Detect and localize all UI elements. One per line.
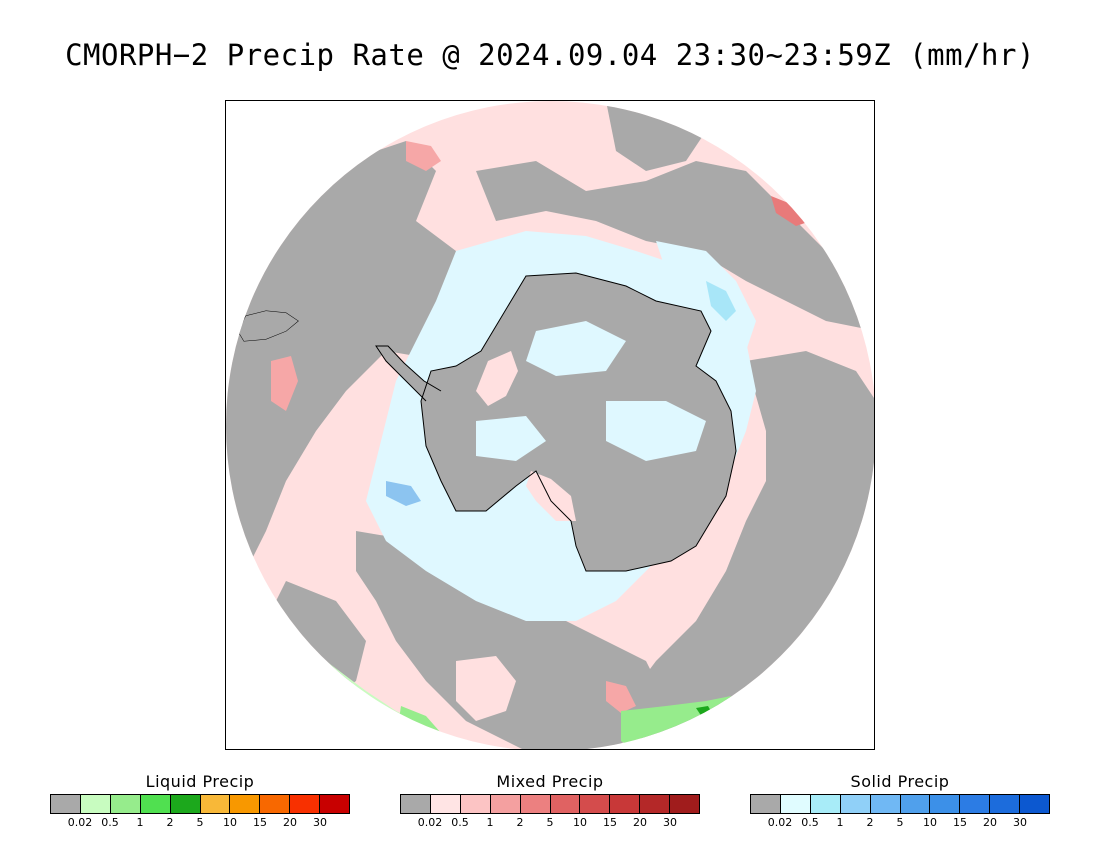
legend-color-bar	[400, 794, 700, 814]
legend-tick-label: 0.02	[417, 816, 443, 829]
map-frame	[225, 100, 875, 750]
polar-map	[226, 101, 874, 749]
legend-mixed-precip: Mixed Precip 0.02 0.5 1 2 5 10 15 20 30	[400, 772, 700, 830]
map-disk	[226, 101, 874, 749]
legend-ticks: 0.02 0.5 1 2 5 10 15 20 30	[750, 814, 1050, 830]
solid-precip-continent-streak-3	[476, 416, 546, 461]
legend-swatch	[640, 795, 671, 813]
solid-precip-continent-streak-2	[606, 401, 706, 461]
mixed-precip-cell-south	[606, 681, 636, 713]
legend-swatch	[900, 795, 931, 813]
legend-tick-label: 30	[663, 816, 677, 829]
legend-swatch	[460, 795, 491, 813]
legend-tick-label: 5	[896, 816, 904, 829]
legend-tick-label: 10	[573, 816, 587, 829]
antarctica-coastline	[420, 272, 737, 572]
solid-precip-moderate-east	[706, 281, 736, 321]
legend-swatch	[1020, 795, 1050, 813]
legend-tick-label: 0.5	[451, 816, 469, 829]
legend-tick-label: 5	[546, 816, 554, 829]
legend-swatch	[990, 795, 1021, 813]
legend-swatch	[670, 795, 700, 813]
solid-precip-continent-streak-1	[526, 321, 626, 376]
antarctic-peninsula	[376, 346, 441, 401]
legend-color-bar	[50, 794, 350, 814]
solid-precip-moderate-west	[386, 481, 421, 506]
legend-swatch	[260, 795, 291, 813]
legend-tick-label: 15	[253, 816, 267, 829]
legend-tick-label: 0.5	[101, 816, 119, 829]
legend-swatch	[780, 795, 811, 813]
south-america-landmass	[238, 311, 298, 341]
legend-tick-label: 5	[196, 816, 204, 829]
legend-tick-label: 15	[603, 816, 617, 829]
antarctica-landmass	[421, 273, 736, 571]
legend-ticks: 0.02 0.5 1 2 5 10 15 20 30	[50, 814, 350, 830]
mixed-precip-cell-west	[271, 356, 298, 411]
mixed-precip-cell-southwest	[456, 656, 516, 721]
legend-liquid-precip: Liquid Precip 0.02 0.5 1 2 5 10 15 20 30	[50, 772, 350, 830]
legend-swatch	[930, 795, 961, 813]
legend-swatch	[751, 795, 781, 813]
solid-precip-band-east	[656, 241, 756, 351]
legend-swatch	[140, 795, 171, 813]
legend-title: Mixed Precip	[496, 772, 604, 791]
map-title: CMORPH−2 Precip Rate @ 2024.09.04 23:30~…	[65, 38, 1035, 72]
mixed-precip-ross	[526, 471, 576, 521]
legend-swatch	[290, 795, 321, 813]
legend-tick-label: 10	[223, 816, 237, 829]
mixed-precip-weddell	[476, 351, 518, 406]
legend-swatch	[430, 795, 461, 813]
legend-tick-label: 1	[136, 816, 144, 829]
mixed-precip-cell-northeast	[771, 196, 811, 226]
legend-swatch	[580, 795, 611, 813]
legend-ticks: 0.02 0.5 1 2 5 10 15 20 30	[400, 814, 700, 830]
legend-tick-label: 0.02	[767, 816, 793, 829]
legend-tick-label: 0.02	[67, 816, 93, 829]
legend-title: Solid Precip	[850, 772, 950, 791]
legend-swatch	[520, 795, 551, 813]
mixed-precip-cell-north	[406, 141, 441, 171]
legend-tick-label: 20	[983, 816, 997, 829]
legend-tick-label: 15	[953, 816, 967, 829]
legend-swatch	[610, 795, 641, 813]
legend-tick-label: 1	[486, 816, 494, 829]
legend-color-bar	[750, 794, 1050, 814]
legend-swatch	[810, 795, 841, 813]
legend-tick-label: 30	[313, 816, 327, 829]
legend-tick-label: 2	[166, 816, 174, 829]
peninsula-coastline	[375, 345, 442, 402]
legend-swatch	[840, 795, 871, 813]
legend-swatch	[80, 795, 111, 813]
legend-tick-label: 10	[923, 816, 937, 829]
legend-swatch	[401, 795, 431, 813]
legend-swatch	[870, 795, 901, 813]
legend-swatch	[51, 795, 81, 813]
legend-tick-label: 20	[633, 816, 647, 829]
legend-swatch	[170, 795, 201, 813]
legend-swatch	[550, 795, 581, 813]
legend-swatch	[490, 795, 521, 813]
legend-swatch	[110, 795, 141, 813]
legend-tick-label: 2	[516, 816, 524, 829]
no-precip-region-west	[226, 141, 506, 581]
no-precip-region-south	[356, 531, 666, 749]
legend-tick-label: 0.5	[801, 816, 819, 829]
legend-tick-label: 2	[866, 816, 874, 829]
legend-tick-label: 20	[283, 816, 297, 829]
legend-swatch	[200, 795, 231, 813]
legend-tick-label: 30	[1013, 816, 1027, 829]
legend-swatch	[960, 795, 991, 813]
legend-solid-precip: Solid Precip 0.02 0.5 1 2 5 10 15 20 30	[750, 772, 1050, 830]
legend-swatch	[230, 795, 261, 813]
legend-title: Liquid Precip	[145, 772, 255, 791]
legend-swatch	[320, 795, 350, 813]
legend-tick-label: 1	[836, 816, 844, 829]
